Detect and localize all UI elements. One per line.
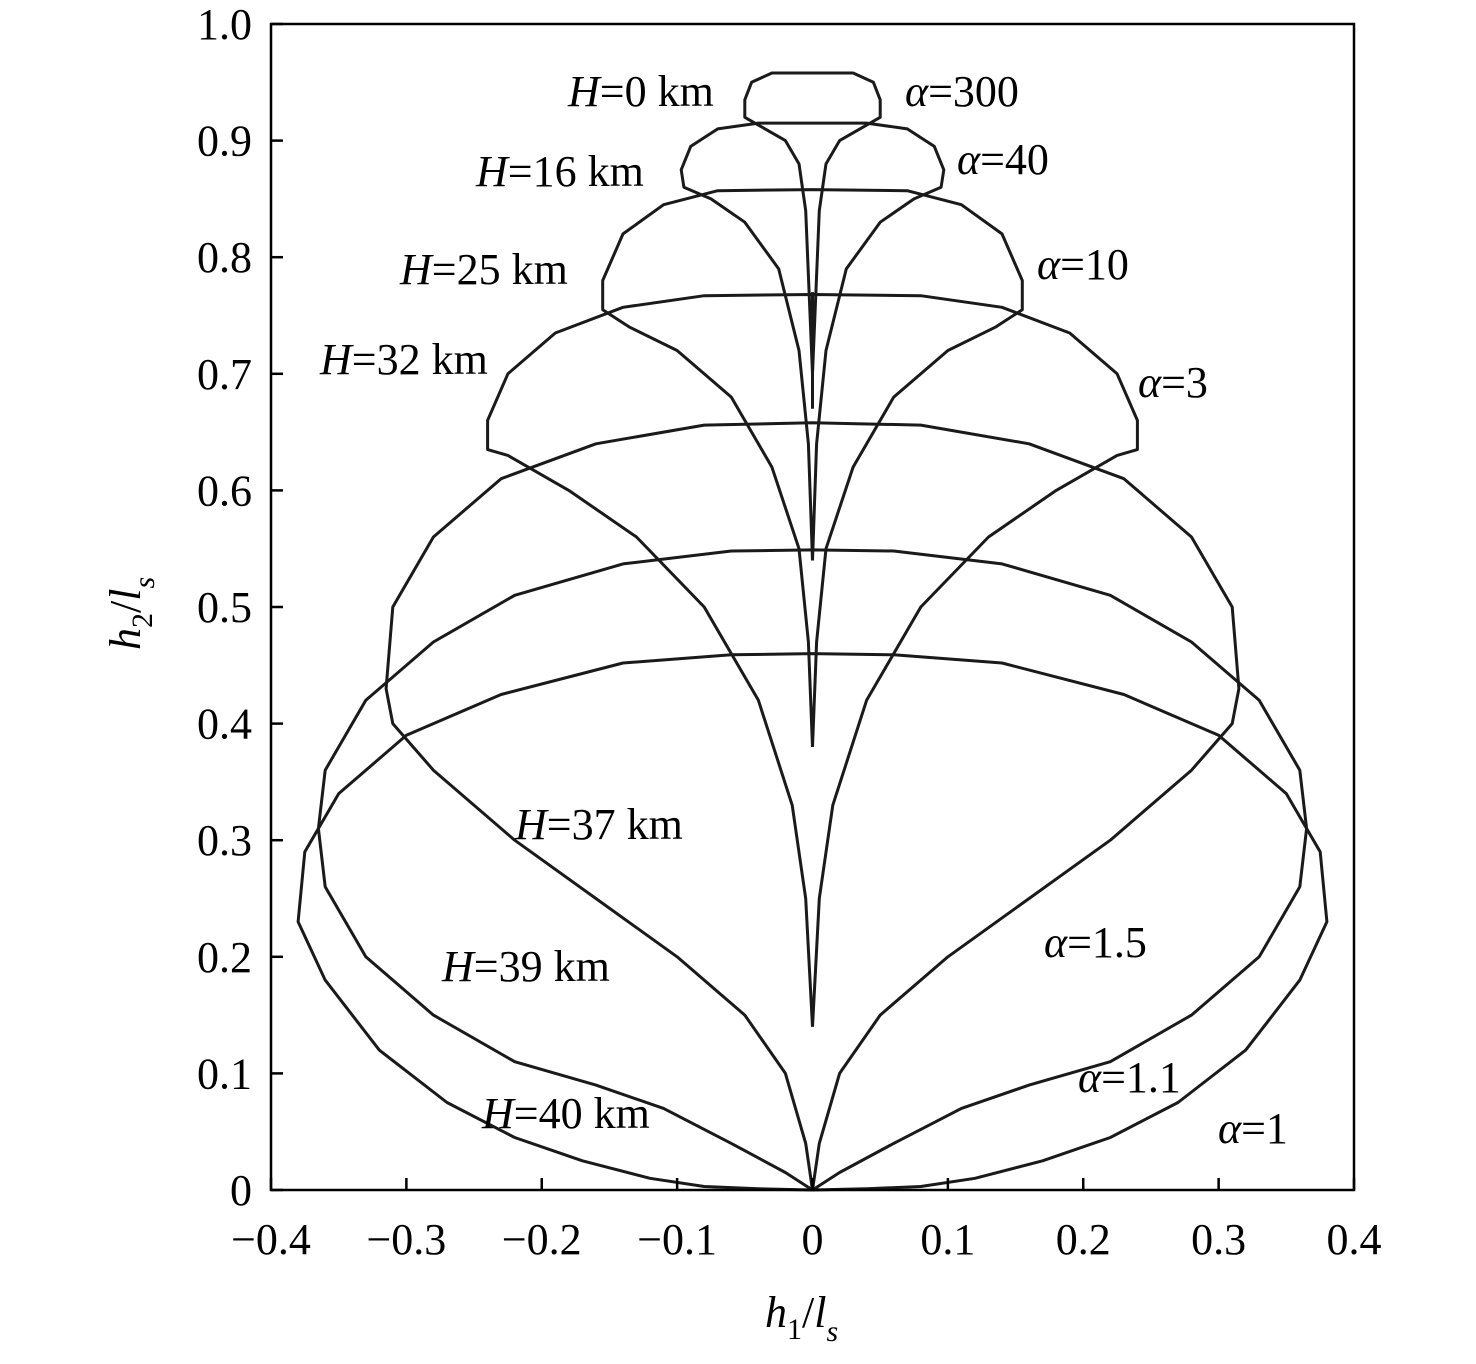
curve-alpha-1 <box>296 652 1329 1192</box>
alpha-label-300-sym: α <box>905 67 929 116</box>
y-axis-title-l: l <box>101 589 150 601</box>
y-axis-title-sub2: s <box>128 577 161 589</box>
h-label-40km: H=40 km <box>481 1089 650 1138</box>
alpha-label-1-rest: =1 <box>1241 1104 1288 1153</box>
alpha-label-10: α=10 <box>1037 240 1129 289</box>
x-axis-title-sub1: 1 <box>787 1313 802 1346</box>
h-label-0km: H=0 km <box>567 67 714 116</box>
h-label-16km-H: H <box>475 147 510 196</box>
alpha-label-1.1-rest: =1.1 <box>1101 1053 1181 1102</box>
h-label-37km-rest: =37 km <box>547 800 683 849</box>
x-axis-title: h1/ls <box>765 1288 838 1348</box>
alpha-label-3-sym: α <box>1138 358 1162 407</box>
curve-layer <box>296 71 1329 1192</box>
alpha-label-10-sym: α <box>1037 240 1061 289</box>
y-tick-label: 0.4 <box>197 700 252 749</box>
alpha-label-1.1: α=1.1 <box>1078 1053 1181 1102</box>
h-label-39km-rest: =39 km <box>474 942 610 991</box>
x-tick-label: 0.1 <box>920 1215 975 1264</box>
h-label-39km: H=39 km <box>441 942 610 991</box>
h-label-32km-rest: =32 km <box>352 335 488 384</box>
y-tick-label: 0.3 <box>197 816 252 865</box>
alpha-label-1.1-sym: α <box>1078 1053 1102 1102</box>
alpha-label-40-rest: =40 <box>980 135 1049 184</box>
alpha-label-1.5: α=1.5 <box>1044 918 1147 967</box>
x-axis-title-l: l <box>814 1288 826 1337</box>
x-tick-label: 0.3 <box>1191 1215 1246 1264</box>
alpha-label-1.5-sym: α <box>1044 918 1068 967</box>
alpha-label-40: α=40 <box>957 135 1049 184</box>
y-tick-label: 0 <box>230 1166 252 1215</box>
x-tick-label: −0.3 <box>366 1215 446 1264</box>
x-tick-label: −0.2 <box>502 1215 582 1264</box>
x-tick-label: 0.2 <box>1056 1215 1111 1264</box>
x-tick-label: −0.4 <box>231 1215 311 1264</box>
y-axis-title-sub1: 2 <box>126 613 159 628</box>
alpha-label-1-sym: α <box>1218 1104 1242 1153</box>
x-tick-label: 0 <box>802 1215 824 1264</box>
alpha-label-300-rest: =300 <box>928 67 1019 116</box>
y-tick-label: 0.8 <box>197 233 252 282</box>
alpha-label-3: α=3 <box>1138 358 1208 407</box>
h-label-25km-H: H <box>399 245 434 294</box>
y-axis-title-slash: / <box>101 600 150 613</box>
y-tick-label: 1.0 <box>197 0 252 49</box>
h-label-25km-rest: =25 km <box>432 245 568 294</box>
h-label-16km-rest: =16 km <box>508 147 644 196</box>
y-tick-label: 0.9 <box>197 117 252 166</box>
x-axis-title-h: h <box>765 1288 787 1337</box>
h-label-16km: H=16 km <box>475 147 644 196</box>
alpha-label-300: α=300 <box>905 67 1019 116</box>
curve-alpha-10 <box>601 188 1024 747</box>
h-label-40km-H: H <box>481 1089 516 1138</box>
alpha-label-40-sym: α <box>957 135 981 184</box>
x-tick-label: −0.1 <box>637 1215 717 1264</box>
y-axis-title: h2/ls <box>101 577 161 650</box>
y-tick-label: 0.2 <box>197 933 252 982</box>
h-label-0km-rest: =0 km <box>600 67 714 116</box>
x-axis-title-sub2: s <box>826 1315 838 1348</box>
x-tick-label: 0.4 <box>1327 1215 1382 1264</box>
alpha-label-10-rest: =10 <box>1060 240 1129 289</box>
h-label-37km: H=37 km <box>514 800 683 849</box>
y-axis-title-h: h <box>101 628 150 650</box>
y-tick-label: 0.7 <box>197 350 252 399</box>
curve-alpha-300 <box>743 71 882 374</box>
curve-alpha-40 <box>679 121 946 561</box>
y-tick-label: 0.6 <box>197 466 252 515</box>
curve-alpha-1.1 <box>316 548 1309 1192</box>
h-label-32km-H: H <box>319 335 354 384</box>
alpha-label-3-rest: =3 <box>1161 358 1208 407</box>
curve-alpha-1.5 <box>384 421 1241 1191</box>
tick-layer: −0.4 −0.3 −0.2 −0.1 0 0.1 0.2 0.3 0.4 0 0.1 0.2 0.3 0… <box>197 0 1382 1264</box>
alpha-label-1.5-rest: =1.5 <box>1067 918 1147 967</box>
h-label-25km: H=25 km <box>399 245 568 294</box>
h-label-37km-H: H <box>514 800 549 849</box>
h-label-0km-H: H <box>567 67 602 116</box>
h-label-40km-rest: =40 km <box>514 1089 650 1138</box>
h-label-39km-H: H <box>441 942 476 991</box>
alpha-label-1: α=1 <box>1218 1104 1288 1153</box>
h-label-32km: H=32 km <box>319 335 488 384</box>
y-tick-label: 0.1 <box>197 1049 252 1098</box>
y-tick-label: 0.5 <box>197 583 252 632</box>
x-axis-title-slash: / <box>802 1288 815 1337</box>
